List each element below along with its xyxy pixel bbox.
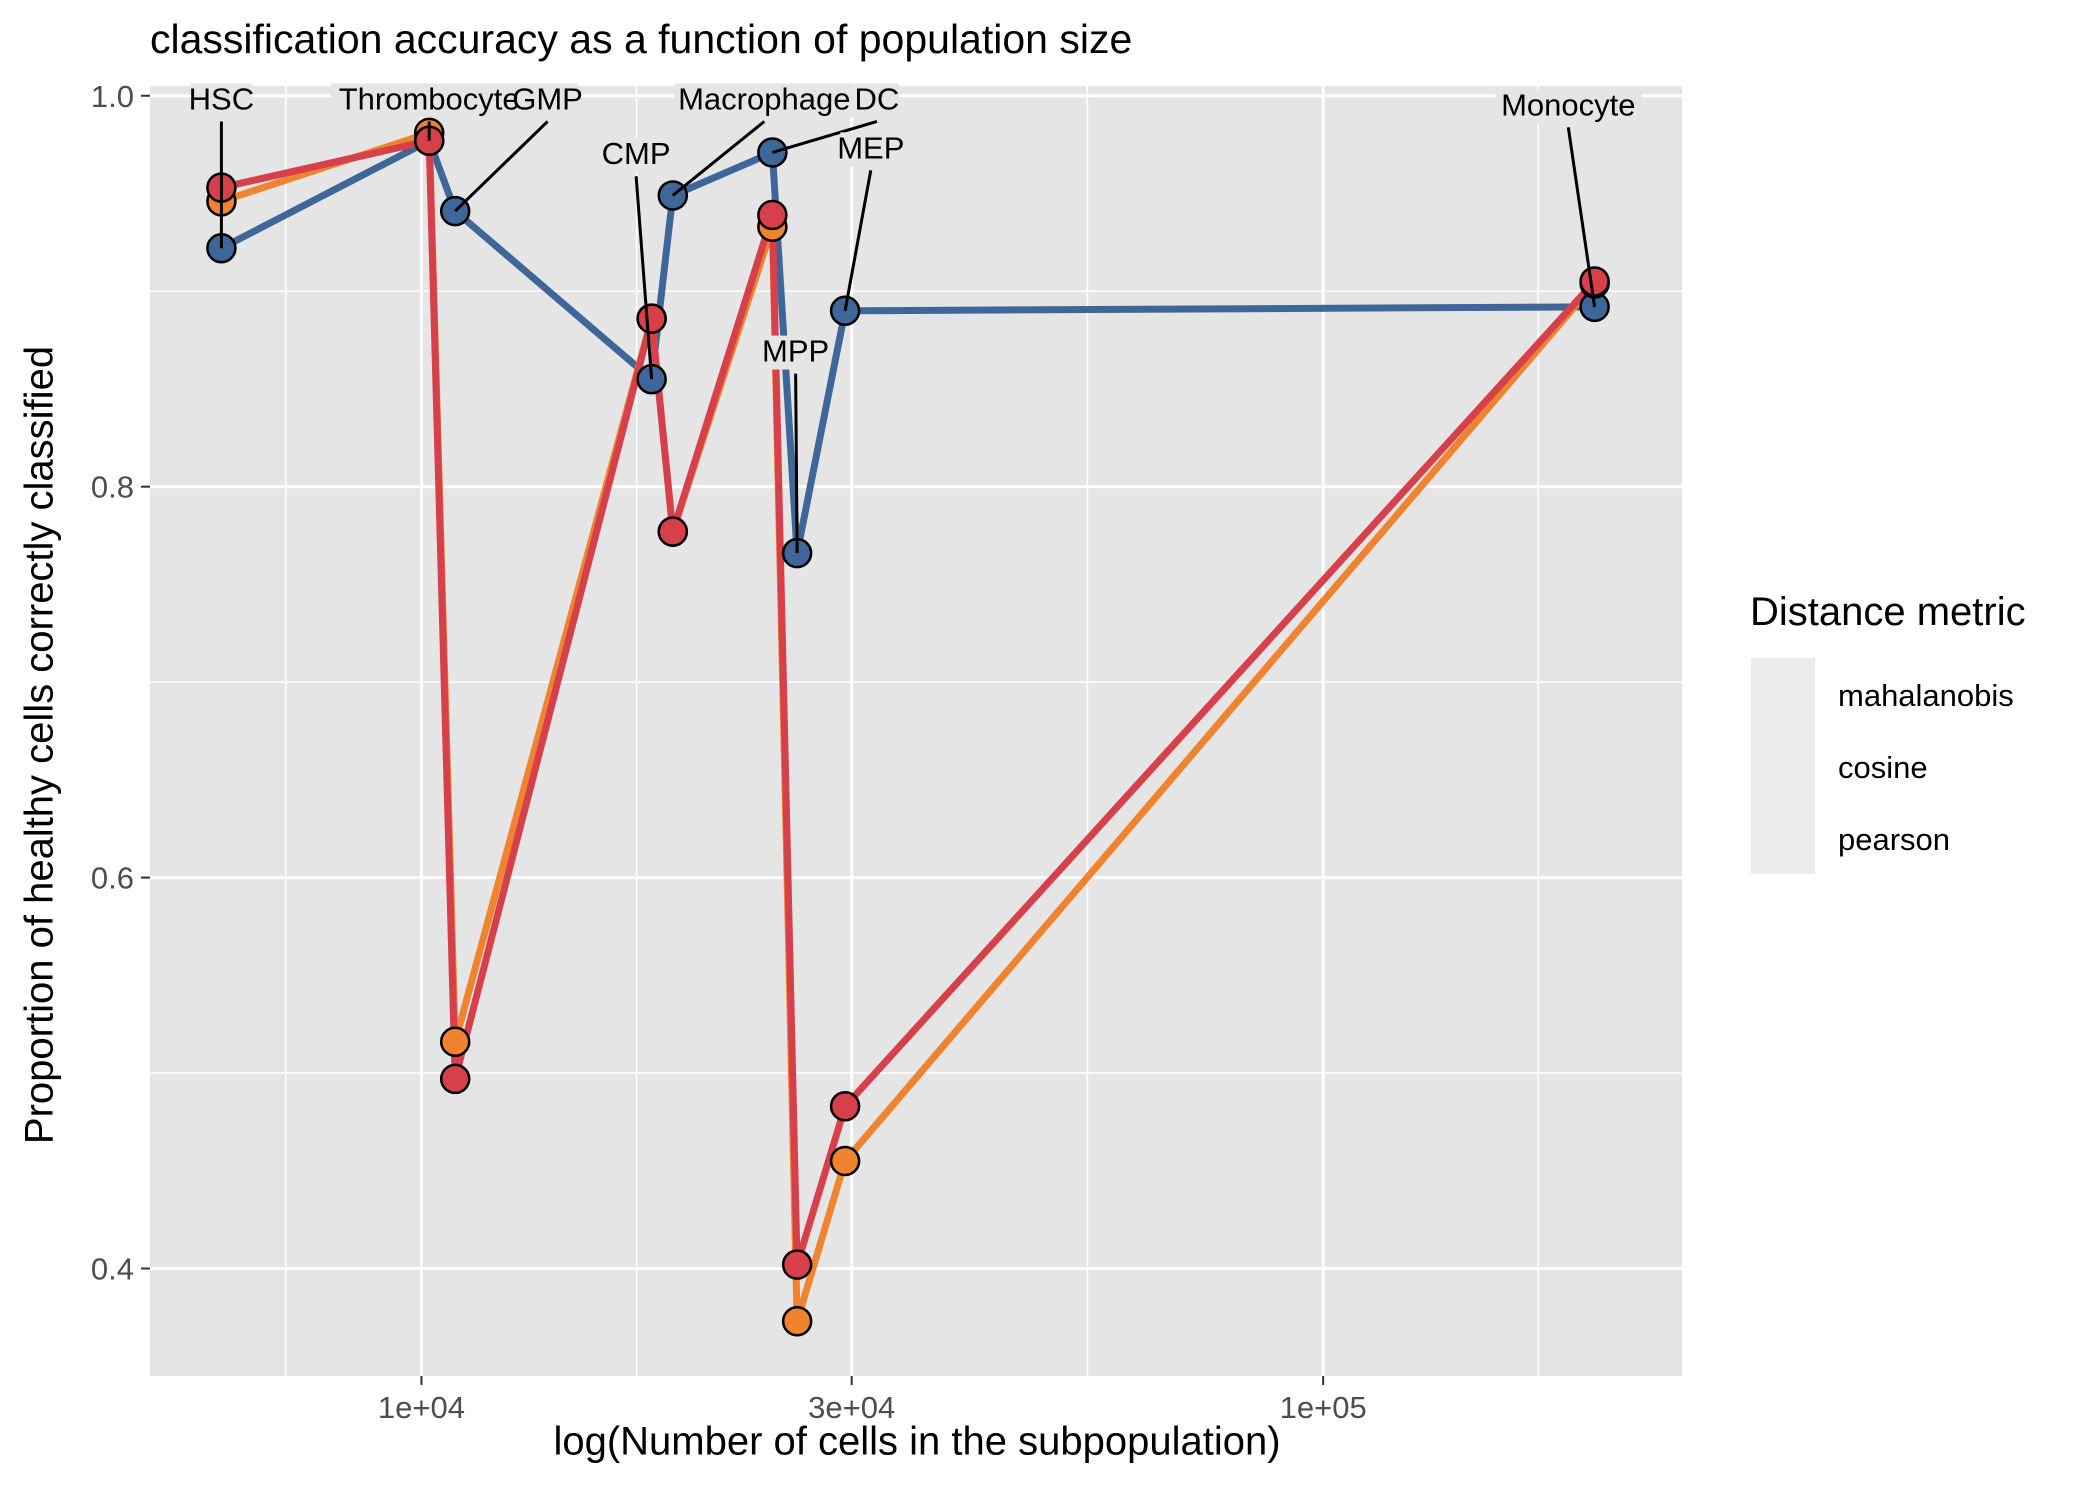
data-point-pearson (439, 1063, 471, 1095)
data-point-pearson (829, 1091, 861, 1122)
annotation-label-bg (674, 83, 855, 118)
data-point-cosine (829, 1145, 861, 1177)
data-point-cosine (781, 1306, 813, 1337)
annotation-label-bg (190, 83, 252, 118)
annotation-leader-line (671, 120, 766, 197)
annotation-label: CMP (602, 136, 671, 171)
annotation-label-bg (1495, 89, 1642, 124)
annotation-label: DC (855, 81, 900, 116)
legend-label-mahalanobis: mahalanobis (1838, 678, 2014, 713)
annotation-label: GMP (512, 81, 583, 116)
annotation-leader-line (843, 170, 873, 312)
annotation-leader-line (454, 120, 549, 213)
data-point-pearson (1579, 266, 1610, 297)
x-axis-label: log(Number of cells in the subpopulation… (553, 1419, 1281, 1464)
data-point-cosine (439, 1026, 471, 1058)
annotation-label-bg (854, 83, 899, 118)
x-tick-label: 1e+04 (378, 1390, 465, 1425)
annotation-label: HSC (189, 81, 254, 116)
x-tick-label: 3e+04 (808, 1390, 895, 1425)
y-axis-label: Proportion of healthy cells correctly cl… (17, 345, 62, 1145)
legend-key-bg (1751, 658, 1815, 730)
annotation-leader-line (1566, 127, 1597, 308)
y-tick-label: 0.8 (91, 470, 134, 505)
y-tick-label: 1.0 (91, 79, 134, 114)
legend-label-pearson: pearson (1838, 822, 1951, 857)
annotation-label: Monocyte (1501, 87, 1635, 122)
legend-key-bg (1751, 802, 1815, 874)
y-tick-label: 0.6 (91, 861, 134, 896)
legend-key-bg (1751, 730, 1815, 802)
annotation-label-bg (765, 335, 827, 370)
data-point-pearson (757, 199, 788, 231)
data-point-pearson (657, 516, 689, 547)
x-tick-label: 1e+05 (1280, 1390, 1367, 1425)
plot-panel (150, 86, 1682, 1376)
annotation-label-bg (840, 132, 902, 167)
annotation-label: MEP (837, 130, 904, 165)
axes: 1e+04 3e+04 1e+05 0.4 0.6 0.8 1.0 (91, 79, 1367, 1425)
annotation-label: Thrombocyte (339, 81, 520, 116)
annotation-leader-line (771, 120, 878, 154)
y-tick-label: 0.4 (91, 1252, 134, 1287)
chart-title: classification accuracy as a function of… (150, 16, 1133, 62)
series-points (206, 117, 1610, 1337)
annotation-label: Macrophage (678, 81, 850, 116)
annotation-leader-line (634, 176, 654, 380)
legend-label-cosine: cosine (1838, 750, 1928, 785)
annotation-label-bg (605, 138, 667, 173)
annotation-leader-line (794, 373, 799, 554)
annotation-label: MPP (762, 334, 829, 369)
annotation-label-bg (517, 83, 579, 118)
data-point-pearson (781, 1249, 813, 1280)
data-point-pearson (636, 303, 667, 334)
annotation-label-bg (330, 83, 528, 118)
legend-title: Distance metric (1750, 590, 2026, 634)
